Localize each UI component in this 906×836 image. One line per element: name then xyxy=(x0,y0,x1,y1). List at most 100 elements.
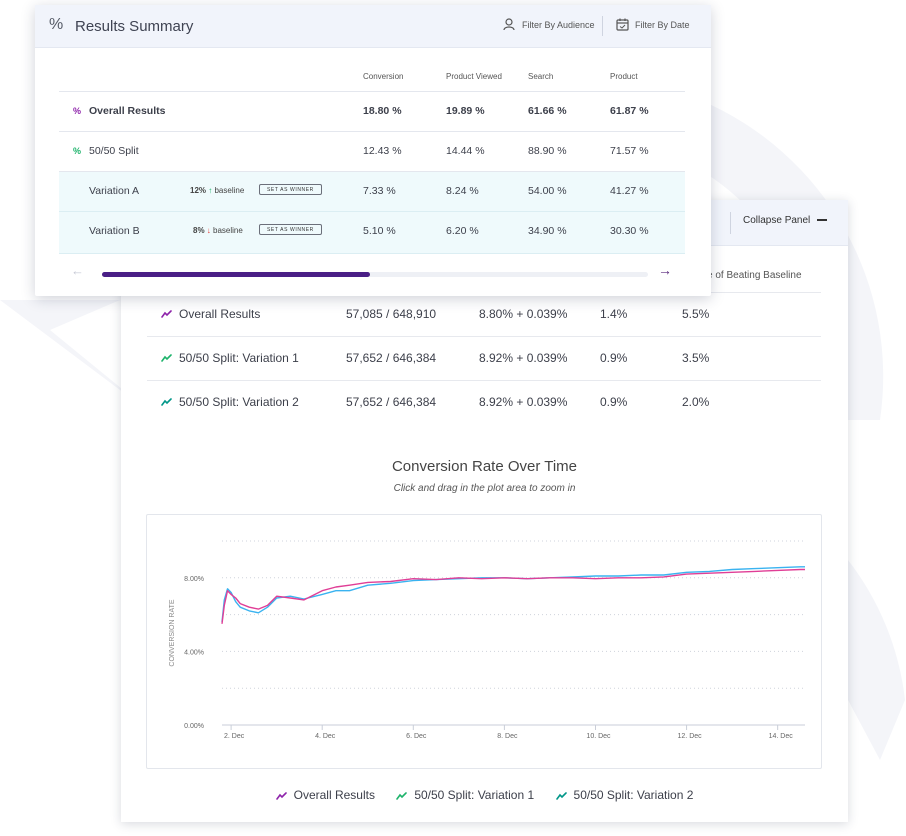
x-tick-label: 2. Dec xyxy=(224,733,245,740)
trend-line-icon xyxy=(555,792,567,800)
x-tick-label: 4. Dec xyxy=(315,733,336,740)
legend-item-variation-1[interactable]: 50/50 Split: Variation 1 xyxy=(396,788,534,802)
table-row-overall[interactable]: % Overall Results 18.80 % 19.89 % 61.66 … xyxy=(59,92,685,132)
legend-label: 50/50 Split: Variation 2 xyxy=(573,788,694,802)
chart-plot-area[interactable]: 2. Dec 4. Dec 6. Dec 8. Dec 10. Dec 12. Dec 14… xyxy=(146,514,822,769)
row-name: 50/50 Split: Variation 2 xyxy=(179,395,299,409)
row-value: 61.87 % xyxy=(610,105,649,117)
collapse-panel-button[interactable]: Collapse Panel xyxy=(743,215,828,226)
chart-subtitle: Click and drag in the plot area to zoom … xyxy=(393,483,576,494)
x-tick-label: 10. Dec xyxy=(586,733,611,740)
panel-title: Results Summary xyxy=(75,18,194,35)
filter-by-date-button[interactable]: Filter By Date xyxy=(616,18,690,31)
line-chart[interactable]: 2. Dec 4. Dec 6. Dec 8. Dec 10. Dec 12. Dec 14… xyxy=(147,515,821,768)
y-axis-title: CONVERSION RATE xyxy=(169,599,176,666)
col-header-conversion: Conversion xyxy=(363,72,404,81)
x-tick-label: 8. Dec xyxy=(497,733,518,740)
chart-legend: Overall Results 50/50 Split: Variation 1… xyxy=(121,788,848,802)
row-rate: 8.92% + 0.039% xyxy=(479,351,568,365)
row-improvement: 0.9% xyxy=(600,395,628,409)
calendar-icon xyxy=(616,18,629,31)
series-line-overall-results xyxy=(221,568,805,624)
y-tick-label: 4.00% xyxy=(184,649,204,656)
percent-icon: % xyxy=(73,106,82,116)
row-value: 54.00 % xyxy=(528,185,567,197)
trend-line-icon xyxy=(161,354,172,362)
row-value: 6.20 % xyxy=(446,225,479,237)
row-improvement: 0.9% xyxy=(600,351,628,365)
trend-line-icon xyxy=(275,792,287,800)
scroll-thumb[interactable] xyxy=(102,272,370,277)
results-table: Conversion Product Viewed Search Product… xyxy=(59,67,685,254)
trend-line-icon xyxy=(161,398,172,406)
set-as-winner-button[interactable]: SET AS WINNER xyxy=(259,184,322,195)
arrow-left-icon[interactable]: ← xyxy=(71,263,84,278)
row-chance: 5.5% xyxy=(682,307,710,321)
scroll-track[interactable] xyxy=(102,272,648,277)
legend-item-variation-2[interactable]: 50/50 Split: Variation 2 xyxy=(555,788,694,802)
baseline-indicator: 8% ↓ baseline xyxy=(193,226,243,235)
col-header-search: Search xyxy=(528,72,554,81)
filter-label: Filter By Audience xyxy=(522,20,595,30)
legend-label: 50/50 Split: Variation 1 xyxy=(414,788,535,802)
row-conversions: 57,085 / 648,910 xyxy=(346,307,437,321)
row-value: 30.30 % xyxy=(610,225,649,237)
person-icon xyxy=(503,18,515,31)
row-value: 5.10 % xyxy=(363,225,396,237)
legend-label: Overall Results xyxy=(293,788,375,802)
details-panel: s? Collapse Panel e of Beating Baseline … xyxy=(121,200,848,822)
arrow-right-icon[interactable]: → xyxy=(658,262,672,278)
baseline-percent: 8% xyxy=(193,226,205,235)
set-as-winner-button[interactable]: SET AS WINNER xyxy=(259,224,322,235)
row-value: 14.44 % xyxy=(446,145,485,157)
row-name: Variation A xyxy=(89,185,140,197)
table-row[interactable]: Overall Results 57,085 / 648,910 8.80% +… xyxy=(147,292,821,336)
table-row[interactable]: 50/50 Split: Variation 1 57,652 / 646,38… xyxy=(147,336,821,380)
legend-item-overall[interactable]: Overall Results xyxy=(275,788,375,802)
chart-title: Conversion Rate Over Time xyxy=(391,458,578,475)
col-header-product: Product xyxy=(610,72,638,81)
x-tick-label: 12. Dec xyxy=(678,733,703,740)
row-value: 18.80 % xyxy=(363,105,402,117)
table-row-split[interactable]: % 50/50 Split 12.43 % 14.44 % 88.90 % 71… xyxy=(59,132,685,172)
table-row-variation-b[interactable]: Variation B 8% ↓ baseline SET AS WINNER … xyxy=(59,212,685,254)
details-table: Overall Results 57,085 / 648,910 8.80% +… xyxy=(147,292,821,424)
row-improvement: 1.4% xyxy=(600,307,628,321)
x-tick-label: 6. Dec xyxy=(406,733,427,740)
arrow-up-icon: ↑ xyxy=(208,186,213,195)
trend-line-icon xyxy=(396,792,408,800)
row-value: 61.66 % xyxy=(528,105,567,117)
row-value: 19.89 % xyxy=(446,105,485,117)
row-chance: 3.5% xyxy=(682,351,710,365)
results-summary-header: % Results Summary Filter By Audience Fil… xyxy=(35,5,711,48)
baseline-label: baseline xyxy=(213,226,243,235)
table-header-row: Conversion Product Viewed Search Product xyxy=(59,67,685,92)
header-divider xyxy=(602,16,603,36)
row-conversions: 57,652 / 646,384 xyxy=(346,395,437,409)
table-row-variation-a[interactable]: Variation A 12% ↑ baseline SET AS WINNER… xyxy=(59,172,685,212)
trend-line-icon xyxy=(161,310,172,318)
y-tick-label: 0.00% xyxy=(184,723,204,730)
col-header-product-viewed: Product Viewed xyxy=(446,72,502,81)
horizontal-scroller: ← → xyxy=(71,262,676,281)
row-conversions: 57,652 / 646,384 xyxy=(346,351,437,365)
baseline-label: baseline xyxy=(214,186,245,195)
table-row[interactable]: 50/50 Split: Variation 2 57,652 / 646,38… xyxy=(147,380,821,424)
row-name: Variation B xyxy=(89,225,140,237)
row-value: 71.57 % xyxy=(610,145,649,157)
series-line-variation-1 xyxy=(221,566,805,623)
row-value: 12.43 % xyxy=(363,145,402,157)
row-rate: 8.80% + 0.039% xyxy=(479,307,568,321)
row-value: 88.90 % xyxy=(528,145,567,157)
header-divider xyxy=(730,212,731,234)
minus-icon xyxy=(817,219,828,222)
row-name: Overall Results xyxy=(89,105,166,117)
row-chance: 2.0% xyxy=(682,395,710,409)
results-summary-panel: % Results Summary Filter By Audience Fil… xyxy=(35,5,711,296)
filter-label: Filter By Date xyxy=(635,20,690,30)
arrow-down-icon: ↓ xyxy=(206,226,211,235)
filter-by-audience-button[interactable]: Filter By Audience xyxy=(503,18,595,31)
row-name: 50/50 Split: Variation 1 xyxy=(179,351,299,365)
baseline-indicator: 12% ↑ baseline xyxy=(190,186,244,195)
percent-icon: % xyxy=(73,146,82,156)
